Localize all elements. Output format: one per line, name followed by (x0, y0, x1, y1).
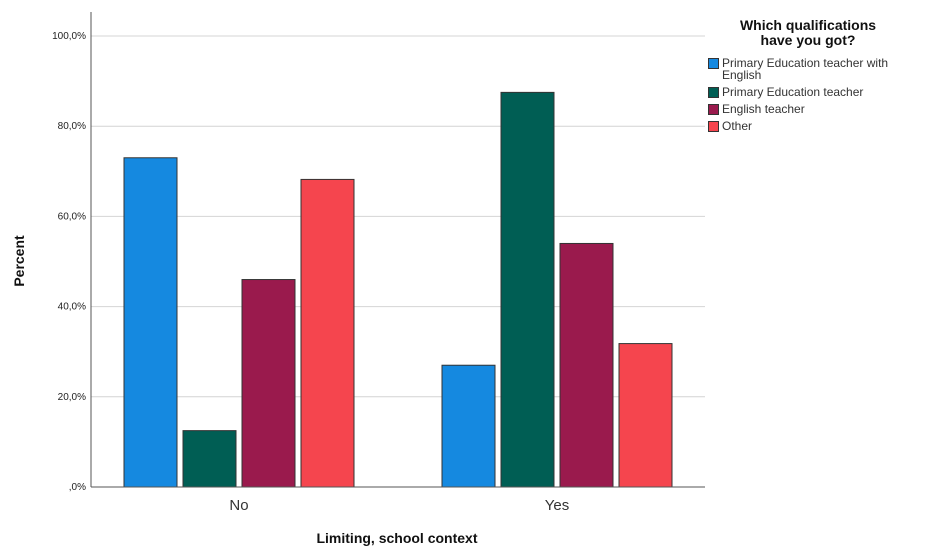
x-axis-title: Limiting, school context (316, 530, 477, 546)
bar-yes-series-2 (501, 92, 554, 487)
bar-yes-series-3 (560, 243, 613, 487)
legend-title: Which qualifications have you got? (708, 18, 908, 48)
legend: Which qualifications have you got? Prima… (708, 18, 926, 137)
legend-swatch (708, 58, 719, 69)
y-axis-title: Percent (11, 235, 27, 287)
x-category-label: No (229, 497, 248, 514)
legend-item-other: Other (708, 120, 926, 132)
bar-no-series-2 (183, 431, 236, 487)
y-tick-label: 20,0% (58, 392, 86, 403)
bar-no-series-1 (124, 158, 177, 487)
legend-title-line-2: have you got? (708, 33, 908, 48)
legend-title-line-1: Which qualifications (708, 18, 908, 33)
y-tick-label: 60,0% (58, 211, 86, 222)
legend-swatch (708, 121, 719, 132)
legend-item-primary-with-english: Primary Education teacher with English (708, 57, 926, 81)
bar-no-series-4 (301, 179, 354, 487)
legend-label: Other (722, 120, 926, 132)
y-tick-label: 80,0% (58, 121, 86, 132)
legend-label: Primary Education teacher with English (722, 57, 926, 81)
x-axis-categories: No Yes (229, 497, 569, 514)
legend-swatch (708, 104, 719, 115)
y-axis-ticks: 100,0% 80,0% 60,0% 40,0% 20,0% ,0% (52, 31, 86, 493)
legend-label: Primary Education teacher (722, 86, 926, 98)
bar-yes-series-1 (442, 365, 495, 487)
legend-item-primary-teacher: Primary Education teacher (708, 86, 926, 98)
bar-no-series-3 (242, 280, 295, 487)
legend-swatch (708, 87, 719, 98)
bar-yes-series-4 (619, 344, 672, 487)
legend-item-english-teacher: English teacher (708, 103, 926, 115)
y-tick-label: ,0% (69, 482, 86, 493)
x-category-label: Yes (545, 497, 569, 514)
legend-label: English teacher (722, 103, 926, 115)
bars (124, 92, 672, 487)
y-tick-label: 100,0% (52, 31, 86, 42)
y-tick-label: 40,0% (58, 302, 86, 313)
